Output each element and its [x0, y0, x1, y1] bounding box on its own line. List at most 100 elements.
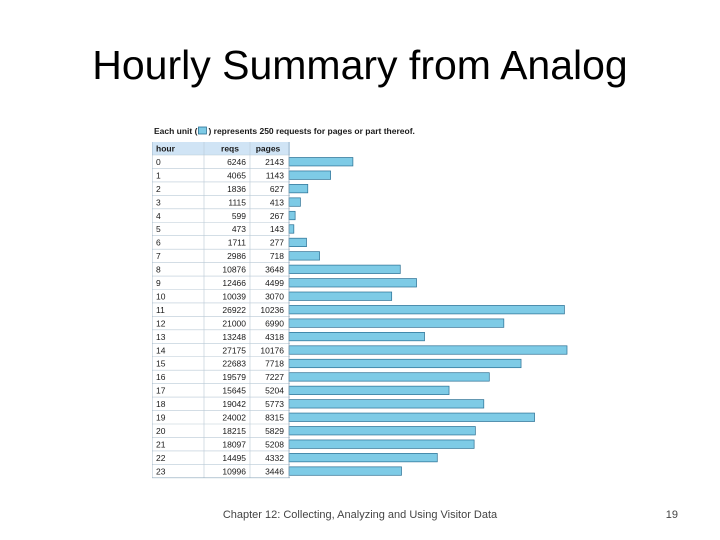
cell-reqs: 2986	[227, 251, 246, 261]
cell-hour: 5	[156, 224, 161, 234]
cell-pages: 10176	[260, 345, 284, 355]
bar-hour-13	[288, 332, 425, 342]
cell-reqs: 4065	[227, 170, 246, 180]
bar-hour-14	[288, 345, 568, 355]
cell-reqs: 13248	[222, 332, 246, 342]
cell-reqs: 15645	[222, 386, 246, 396]
hourly-summary-svg: Each unit ( ) represents 250 requests for…	[152, 126, 568, 479]
cell-hour: 4	[156, 211, 161, 221]
bar-hour-16	[288, 372, 490, 382]
cell-hour: 17	[156, 386, 166, 396]
cell-hour: 16	[156, 372, 166, 382]
bar-hour-18	[288, 399, 485, 409]
bar-hour-9	[288, 278, 417, 288]
cell-reqs: 6246	[227, 157, 246, 167]
cell-reqs: 14495	[222, 453, 246, 463]
cell-hour: 20	[156, 426, 166, 436]
cell-reqs: 1836	[227, 184, 246, 194]
cell-hour: 3	[156, 197, 161, 207]
legend-text-suffix: ) represents 250 requests for pages or p…	[208, 126, 414, 136]
cell-hour: 1	[156, 170, 161, 180]
cell-pages: 4332	[265, 453, 284, 463]
bar-hour-20	[288, 426, 476, 436]
cell-pages: 4318	[265, 332, 284, 342]
cell-pages: 10236	[260, 305, 284, 315]
slide-title: Hourly Summary from Analog	[92, 42, 628, 88]
cell-hour: 12	[156, 318, 166, 328]
cell-pages: 143	[270, 224, 284, 234]
bar-hour-19	[288, 412, 535, 422]
hourly-summary-chart: Each unit ( ) represents 250 requests for…	[152, 124, 582, 484]
cell-hour: 13	[156, 332, 166, 342]
cell-reqs: 10876	[222, 265, 246, 275]
cell-pages: 5773	[265, 399, 284, 409]
bar-hour-2	[288, 184, 309, 194]
bar-hour-12	[288, 318, 505, 328]
cell-hour: 6	[156, 238, 161, 248]
cell-pages: 2143	[265, 157, 284, 167]
cell-hour: 2	[156, 184, 161, 194]
cell-pages: 4499	[265, 278, 284, 288]
cell-hour: 10	[156, 291, 166, 301]
cell-pages: 5829	[265, 426, 284, 436]
cell-hour: 18	[156, 399, 166, 409]
cell-reqs: 473	[232, 224, 246, 234]
cell-pages: 7227	[265, 372, 284, 382]
cell-reqs: 10039	[222, 291, 246, 301]
cell-pages: 7718	[265, 359, 284, 369]
cell-reqs: 24002	[222, 413, 246, 423]
cell-pages: 718	[270, 251, 284, 261]
cell-reqs: 26922	[222, 305, 246, 315]
cell-hour: 0	[156, 157, 161, 167]
cell-reqs: 599	[232, 211, 246, 221]
cell-hour: 11	[156, 305, 165, 315]
bar-hour-7	[288, 251, 320, 261]
cell-hour: 19	[156, 413, 166, 423]
column-header-hour: hour	[156, 144, 176, 154]
cell-pages: 413	[270, 197, 284, 207]
cell-pages: 3446	[265, 466, 284, 476]
cell-pages: 1143	[266, 170, 285, 180]
column-header-reqs: reqs	[221, 144, 239, 154]
page-number: 19	[665, 509, 678, 521]
cell-reqs: 21000	[222, 318, 246, 328]
cell-hour: 22	[156, 453, 166, 463]
cell-pages: 267	[270, 211, 284, 221]
bar-hour-22	[288, 453, 438, 463]
cell-hour: 23	[156, 466, 166, 476]
bar-hour-5	[288, 224, 295, 234]
legend-text-prefix: Each unit (	[154, 126, 198, 136]
bar-hour-17	[288, 385, 450, 395]
bar-hour-3	[288, 197, 301, 207]
bar-hour-23	[288, 466, 402, 476]
bar-hour-1	[288, 170, 331, 180]
bar-hour-21	[288, 439, 475, 449]
cell-hour: 9	[156, 278, 161, 288]
cell-reqs: 1711	[228, 238, 247, 248]
cell-pages: 277	[270, 238, 284, 248]
cell-reqs: 1115	[228, 197, 246, 207]
cell-pages: 5208	[265, 439, 284, 449]
cell-pages: 627	[270, 184, 284, 194]
cell-hour: 7	[156, 251, 161, 261]
bar-hour-8	[288, 264, 401, 274]
slide-footer: Chapter 12: Collecting, Analyzing and Us…	[222, 509, 498, 521]
column-header-pages: pages	[256, 144, 281, 154]
cell-pages: 3648	[265, 265, 284, 275]
table-header-bg	[152, 142, 290, 155]
cell-reqs: 19579	[222, 372, 246, 382]
cell-reqs: 22683	[222, 359, 246, 369]
bar-hour-11	[288, 305, 565, 315]
cell-reqs: 10996	[222, 466, 246, 476]
cell-hour: 8	[156, 265, 161, 275]
bar-hour-15	[288, 358, 522, 369]
cell-hour: 15	[156, 359, 166, 369]
bar-hour-6	[288, 237, 307, 247]
cell-reqs: 18215	[222, 426, 246, 436]
legend-swatch	[198, 126, 207, 135]
bar-hour-0	[288, 157, 354, 167]
cell-reqs: 19042	[222, 399, 246, 409]
cell-pages: 3070	[265, 291, 284, 301]
bar-hour-4	[288, 210, 296, 221]
cell-pages: 6990	[265, 318, 284, 328]
